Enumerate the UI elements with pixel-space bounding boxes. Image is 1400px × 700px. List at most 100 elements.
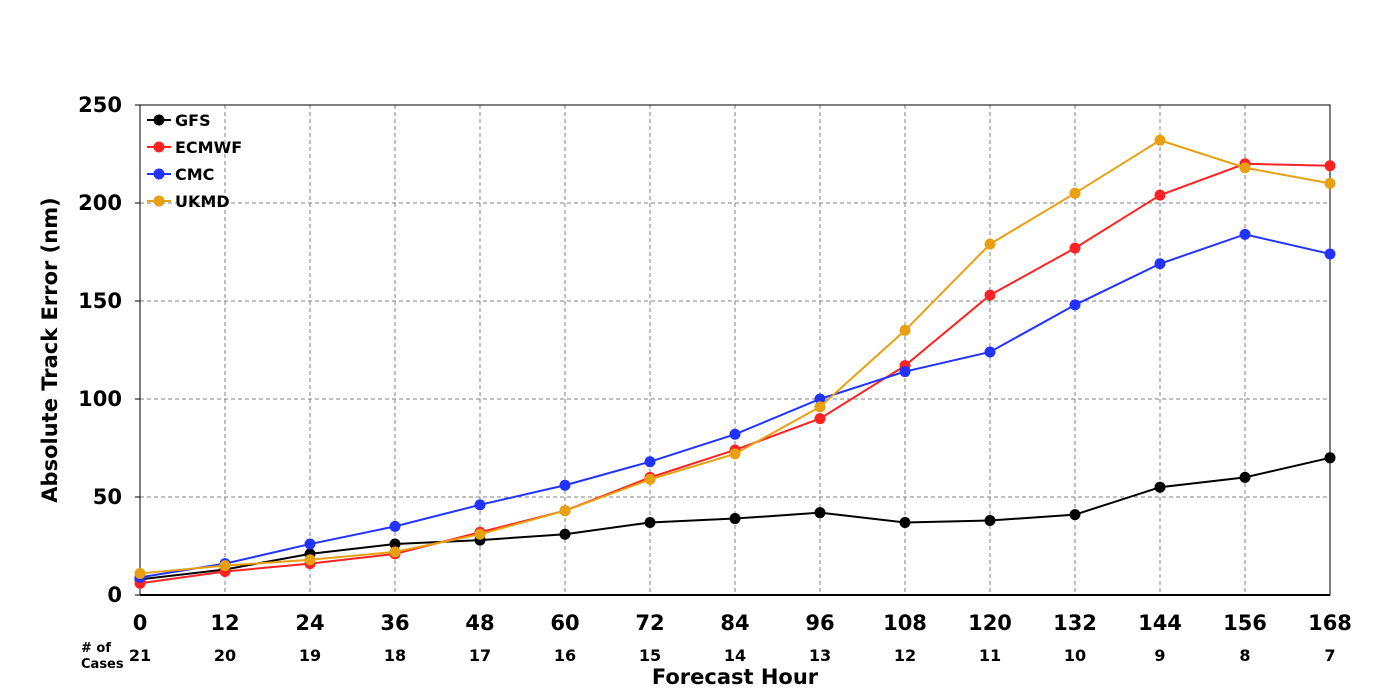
data-point-gfs	[559, 528, 571, 540]
data-point-gfs	[729, 513, 741, 525]
data-point-cmc	[304, 538, 316, 550]
y-tick-label: 50	[93, 485, 122, 509]
x-tick-label: 144	[1138, 611, 1182, 635]
data-point-cmc	[1239, 228, 1251, 240]
case-count-label: 17	[469, 646, 491, 665]
y-tick-label: 200	[78, 191, 122, 215]
x-tick-label: 72	[635, 611, 664, 635]
data-point-cmc	[899, 366, 911, 378]
data-point-gfs	[1069, 509, 1081, 521]
data-point-ukmd	[474, 528, 486, 540]
data-point-gfs	[814, 507, 826, 519]
case-count-label: 14	[724, 646, 746, 665]
case-count-label: 12	[894, 646, 916, 665]
data-point-ecmwf	[1154, 189, 1166, 201]
data-point-gfs	[1324, 452, 1336, 464]
series-ukmd	[134, 134, 1336, 579]
y-tick-label: 150	[78, 289, 122, 313]
data-point-gfs	[389, 538, 401, 550]
data-point-cmc	[814, 393, 826, 405]
data-point-ukmd	[814, 401, 826, 413]
case-count-label: 20	[214, 646, 236, 665]
x-tick-label: 48	[465, 611, 494, 635]
data-point-ecmwf	[1324, 160, 1336, 172]
data-point-cmc	[644, 456, 656, 468]
data-point-gfs	[984, 515, 996, 527]
x-tick-label: 24	[295, 611, 324, 635]
x-tick-label: 120	[968, 611, 1012, 635]
data-point-ukmd	[644, 473, 656, 485]
legend-item-ecmwf: ECMWF	[147, 138, 242, 157]
data-point-ecmwf	[1069, 242, 1081, 254]
data-point-cmc	[1324, 248, 1336, 260]
data-point-ukmd	[984, 238, 996, 250]
legend-swatch-marker	[153, 141, 165, 153]
data-point-gfs	[899, 516, 911, 528]
legend-swatch-marker	[153, 168, 165, 180]
data-point-ukmd	[304, 554, 316, 566]
data-point-ukmd	[1239, 162, 1251, 174]
x-tick-labels: 0 12 24 36 48 60 72 84 96 108 120 132 144 156 168	[133, 611, 1352, 635]
data-point-gfs	[644, 516, 656, 528]
data-point-ukmd	[1324, 177, 1336, 189]
case-count-label: 13	[809, 646, 831, 665]
case-count-label: 21	[129, 646, 151, 665]
data-point-cmc	[559, 479, 571, 491]
x-tick-label: 0	[133, 611, 148, 635]
data-point-cmc	[984, 346, 996, 358]
data-point-cmc	[474, 499, 486, 511]
y-tick-label: 100	[78, 387, 122, 411]
legend-label: CMC	[175, 165, 214, 184]
case-count-label: 11	[979, 646, 1001, 665]
data-point-cmc	[389, 520, 401, 532]
legend-label: ECMWF	[175, 138, 242, 157]
data-point-ukmd	[134, 567, 146, 579]
legend-swatch-marker	[153, 195, 165, 207]
x-tick-label: 96	[805, 611, 834, 635]
cases-title-line2: Cases	[81, 657, 124, 672]
legend: GFS ECMWF CMC UKMD	[147, 111, 242, 211]
data-point-ukmd	[389, 546, 401, 558]
x-tick-label: 12	[210, 611, 239, 635]
y-tick-labels: 0 50 100 150 200 250	[78, 93, 140, 607]
x-tick-label: 132	[1053, 611, 1097, 635]
y-tick-label: 250	[78, 93, 122, 117]
legend-item-gfs: GFS	[147, 111, 211, 130]
case-count-label: 7	[1324, 646, 1335, 665]
data-point-ecmwf	[984, 289, 996, 301]
y-axis-title: Absolute Track Error (nm)	[38, 197, 62, 502]
legend-item-cmc: CMC	[147, 165, 214, 184]
x-tick-label: 60	[550, 611, 579, 635]
y-tick-label: 0	[107, 583, 122, 607]
data-point-ukmd	[1069, 187, 1081, 199]
case-count-label: 10	[1064, 646, 1086, 665]
x-tick-label: 168	[1308, 611, 1352, 635]
data-point-ukmd	[899, 324, 911, 336]
legend-label: GFS	[175, 111, 211, 130]
data-point-ukmd	[1154, 134, 1166, 146]
cases-title-line1: # of	[81, 641, 111, 656]
cases-row: 21 20 19 18 17 16 15 14 13 12 11 10 9 8 7	[129, 646, 1336, 665]
data-point-cmc	[1069, 299, 1081, 311]
legend-swatch-marker	[153, 114, 165, 126]
case-count-label: 15	[639, 646, 661, 665]
data-point-ukmd	[729, 448, 741, 460]
data-point-cmc	[1154, 258, 1166, 270]
x-axis-title: Forecast Hour	[652, 665, 819, 689]
case-count-label: 19	[299, 646, 321, 665]
x-tick-label: 36	[380, 611, 409, 635]
series-cmc	[134, 228, 1336, 583]
legend-item-ukmd: UKMD	[147, 192, 230, 211]
data-point-gfs	[1154, 481, 1166, 493]
legend-label: UKMD	[175, 192, 230, 211]
case-count-label: 9	[1154, 646, 1165, 665]
data-point-gfs	[1239, 471, 1251, 483]
x-tick-label: 84	[720, 611, 749, 635]
data-point-ukmd	[219, 560, 231, 572]
case-count-label: 8	[1239, 646, 1250, 665]
case-count-label: 18	[384, 646, 406, 665]
case-count-label: 16	[554, 646, 576, 665]
series-layer	[134, 134, 1336, 589]
x-tick-label: 156	[1223, 611, 1267, 635]
